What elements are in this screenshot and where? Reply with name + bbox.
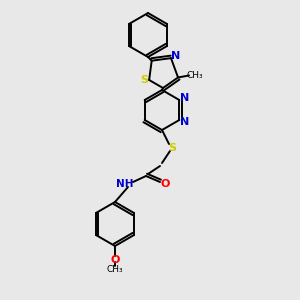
Text: N: N <box>180 93 189 103</box>
Text: CH₃: CH₃ <box>187 71 203 80</box>
Text: N: N <box>180 117 189 127</box>
Text: NH: NH <box>116 179 134 189</box>
Text: O: O <box>110 255 120 265</box>
Text: CH₃: CH₃ <box>107 266 123 274</box>
Text: S: S <box>140 75 148 85</box>
Text: O: O <box>160 179 170 189</box>
Text: N: N <box>171 51 181 61</box>
Text: S: S <box>168 143 176 153</box>
